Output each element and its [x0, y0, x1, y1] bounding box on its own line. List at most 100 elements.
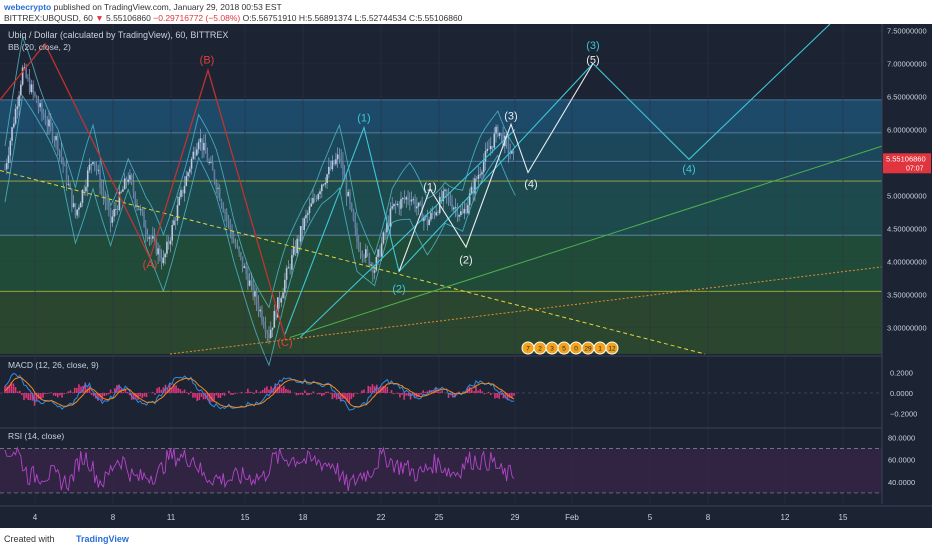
- time-axis[interactable]: 4 8 11 15 18 22 25 29 Feb 5 8 12 15: [0, 505, 932, 528]
- candle-body: [120, 191, 122, 193]
- macd-histogram-bar: [29, 393, 32, 401]
- time-axis-bg: [0, 506, 932, 528]
- event-markers[interactable]: 7 2 3 5 0 29 1 12: [521, 341, 619, 355]
- time-tick-label: 29: [511, 513, 520, 522]
- macd-histogram-bar: [211, 393, 213, 402]
- macd-histogram-bar: [4, 385, 6, 393]
- macd-histogram-bar: [187, 393, 190, 395]
- macd-line: [4, 372, 515, 411]
- macd-histogram-bar: [240, 391, 243, 393]
- candle-body: [489, 146, 492, 150]
- chart-header: webecrypto published on TradingView.com,…: [0, 0, 932, 24]
- candle-body: [389, 208, 392, 227]
- macd-histogram-bar: [251, 392, 253, 393]
- macd-histogram-bar: [234, 393, 237, 394]
- candle-body: [366, 249, 369, 254]
- price-chart[interactable]: (B) (A) (C) (1) (2) (3) (5) (4) (1) (2) (3) (4) 7 2 3…: [0, 24, 932, 528]
- candle-body: [377, 249, 379, 257]
- candle-body: [72, 203, 75, 207]
- candle-body: [387, 222, 390, 227]
- candle-body: [282, 292, 284, 299]
- candle-body: [315, 198, 318, 200]
- macd-histogram-bar: [340, 393, 342, 402]
- candle-body: [474, 178, 476, 194]
- candle-body: [79, 202, 82, 208]
- candle-body: [352, 209, 355, 221]
- candle-body: [167, 241, 170, 245]
- wave-label: (B): [200, 55, 215, 67]
- macd-histogram-bar: [344, 393, 346, 399]
- macd-histogram-bar: [390, 390, 393, 393]
- candle-body: [365, 249, 367, 258]
- macd-histogram-bar: [312, 391, 315, 393]
- candle-body: [301, 226, 304, 230]
- macd-histogram-bar: [16, 391, 19, 393]
- candle-body: [42, 113, 45, 118]
- time-tick-label: 11: [167, 513, 176, 522]
- candle-body: [416, 206, 418, 209]
- macd-histogram-bar: [192, 393, 194, 398]
- macd-histogram-bar: [500, 393, 503, 396]
- candle-body: [160, 258, 163, 264]
- candle-body: [127, 179, 129, 183]
- candle-body: [134, 192, 137, 203]
- event-marker-count: 2: [538, 346, 542, 353]
- macd-histogram-bar: [382, 385, 384, 393]
- macd-histogram-bar: [137, 393, 139, 400]
- candle-body: [74, 203, 77, 216]
- price-axis[interactable]: 7.50000000 7.00000000 6.50000000 6.00000000…: [881, 24, 932, 528]
- candle-body: [106, 203, 108, 205]
- candle-body: [102, 189, 105, 197]
- macd-histogram-bar: [407, 393, 410, 397]
- macd-histogram-bar: [466, 387, 469, 393]
- candle-body: [379, 249, 381, 257]
- tradingview-logo[interactable]: TradingView: [76, 534, 129, 544]
- macd-histogram-bar: [318, 393, 321, 395]
- macd-histogram-bar: [181, 391, 184, 393]
- macd-histogram-bar: [162, 387, 165, 393]
- macd-histogram-bar: [373, 386, 376, 393]
- macd-histogram-bar: [88, 386, 91, 393]
- candle-body: [143, 212, 145, 228]
- macd-histogram-bar: [329, 393, 332, 394]
- macd-histogram-bar: [397, 393, 399, 394]
- candle-body: [197, 142, 200, 150]
- candle-body: [247, 274, 249, 286]
- candle-body: [405, 197, 408, 200]
- candle-body: [278, 297, 281, 303]
- candle-body: [203, 142, 205, 151]
- macd-histogram-bar: [289, 390, 291, 393]
- candle-body: [257, 303, 260, 312]
- time-tick-label: 8: [706, 513, 711, 522]
- macd-histogram-bar: [143, 393, 146, 397]
- candle-body: [511, 150, 513, 154]
- macd-histogram-bar: [173, 383, 175, 393]
- author-link[interactable]: webecrypto: [4, 2, 52, 12]
- candle-body: [248, 280, 251, 286]
- candle-body: [81, 189, 84, 203]
- macd-histogram-bar: [67, 391, 70, 393]
- candle-body: [475, 178, 478, 180]
- macd-histogram-bar: [111, 392, 114, 393]
- candle-body: [101, 187, 103, 190]
- candle-body: [386, 222, 388, 233]
- macd-histogram-bar: [437, 391, 439, 393]
- candle-body: [97, 169, 100, 171]
- candle-body: [493, 133, 496, 148]
- candle-body: [55, 136, 57, 141]
- candle-body: [44, 117, 47, 124]
- macd-histogram-bar: [424, 391, 427, 393]
- last-price-tag: [883, 153, 931, 174]
- candle-body: [393, 203, 395, 207]
- candle-body: [231, 230, 233, 240]
- candle-body: [169, 240, 172, 245]
- candle-body: [299, 226, 302, 242]
- macd-histogram-bar: [114, 388, 116, 393]
- candle-body: [118, 191, 121, 211]
- macd-histogram-bar: [14, 387, 17, 393]
- macd-histogram-bar: [253, 393, 256, 394]
- macd-histogram-bar: [202, 393, 205, 400]
- symbol-label: BITTREX:UBQUSD, 60: [4, 13, 93, 23]
- candle-body: [190, 158, 193, 169]
- candle-body: [250, 280, 253, 282]
